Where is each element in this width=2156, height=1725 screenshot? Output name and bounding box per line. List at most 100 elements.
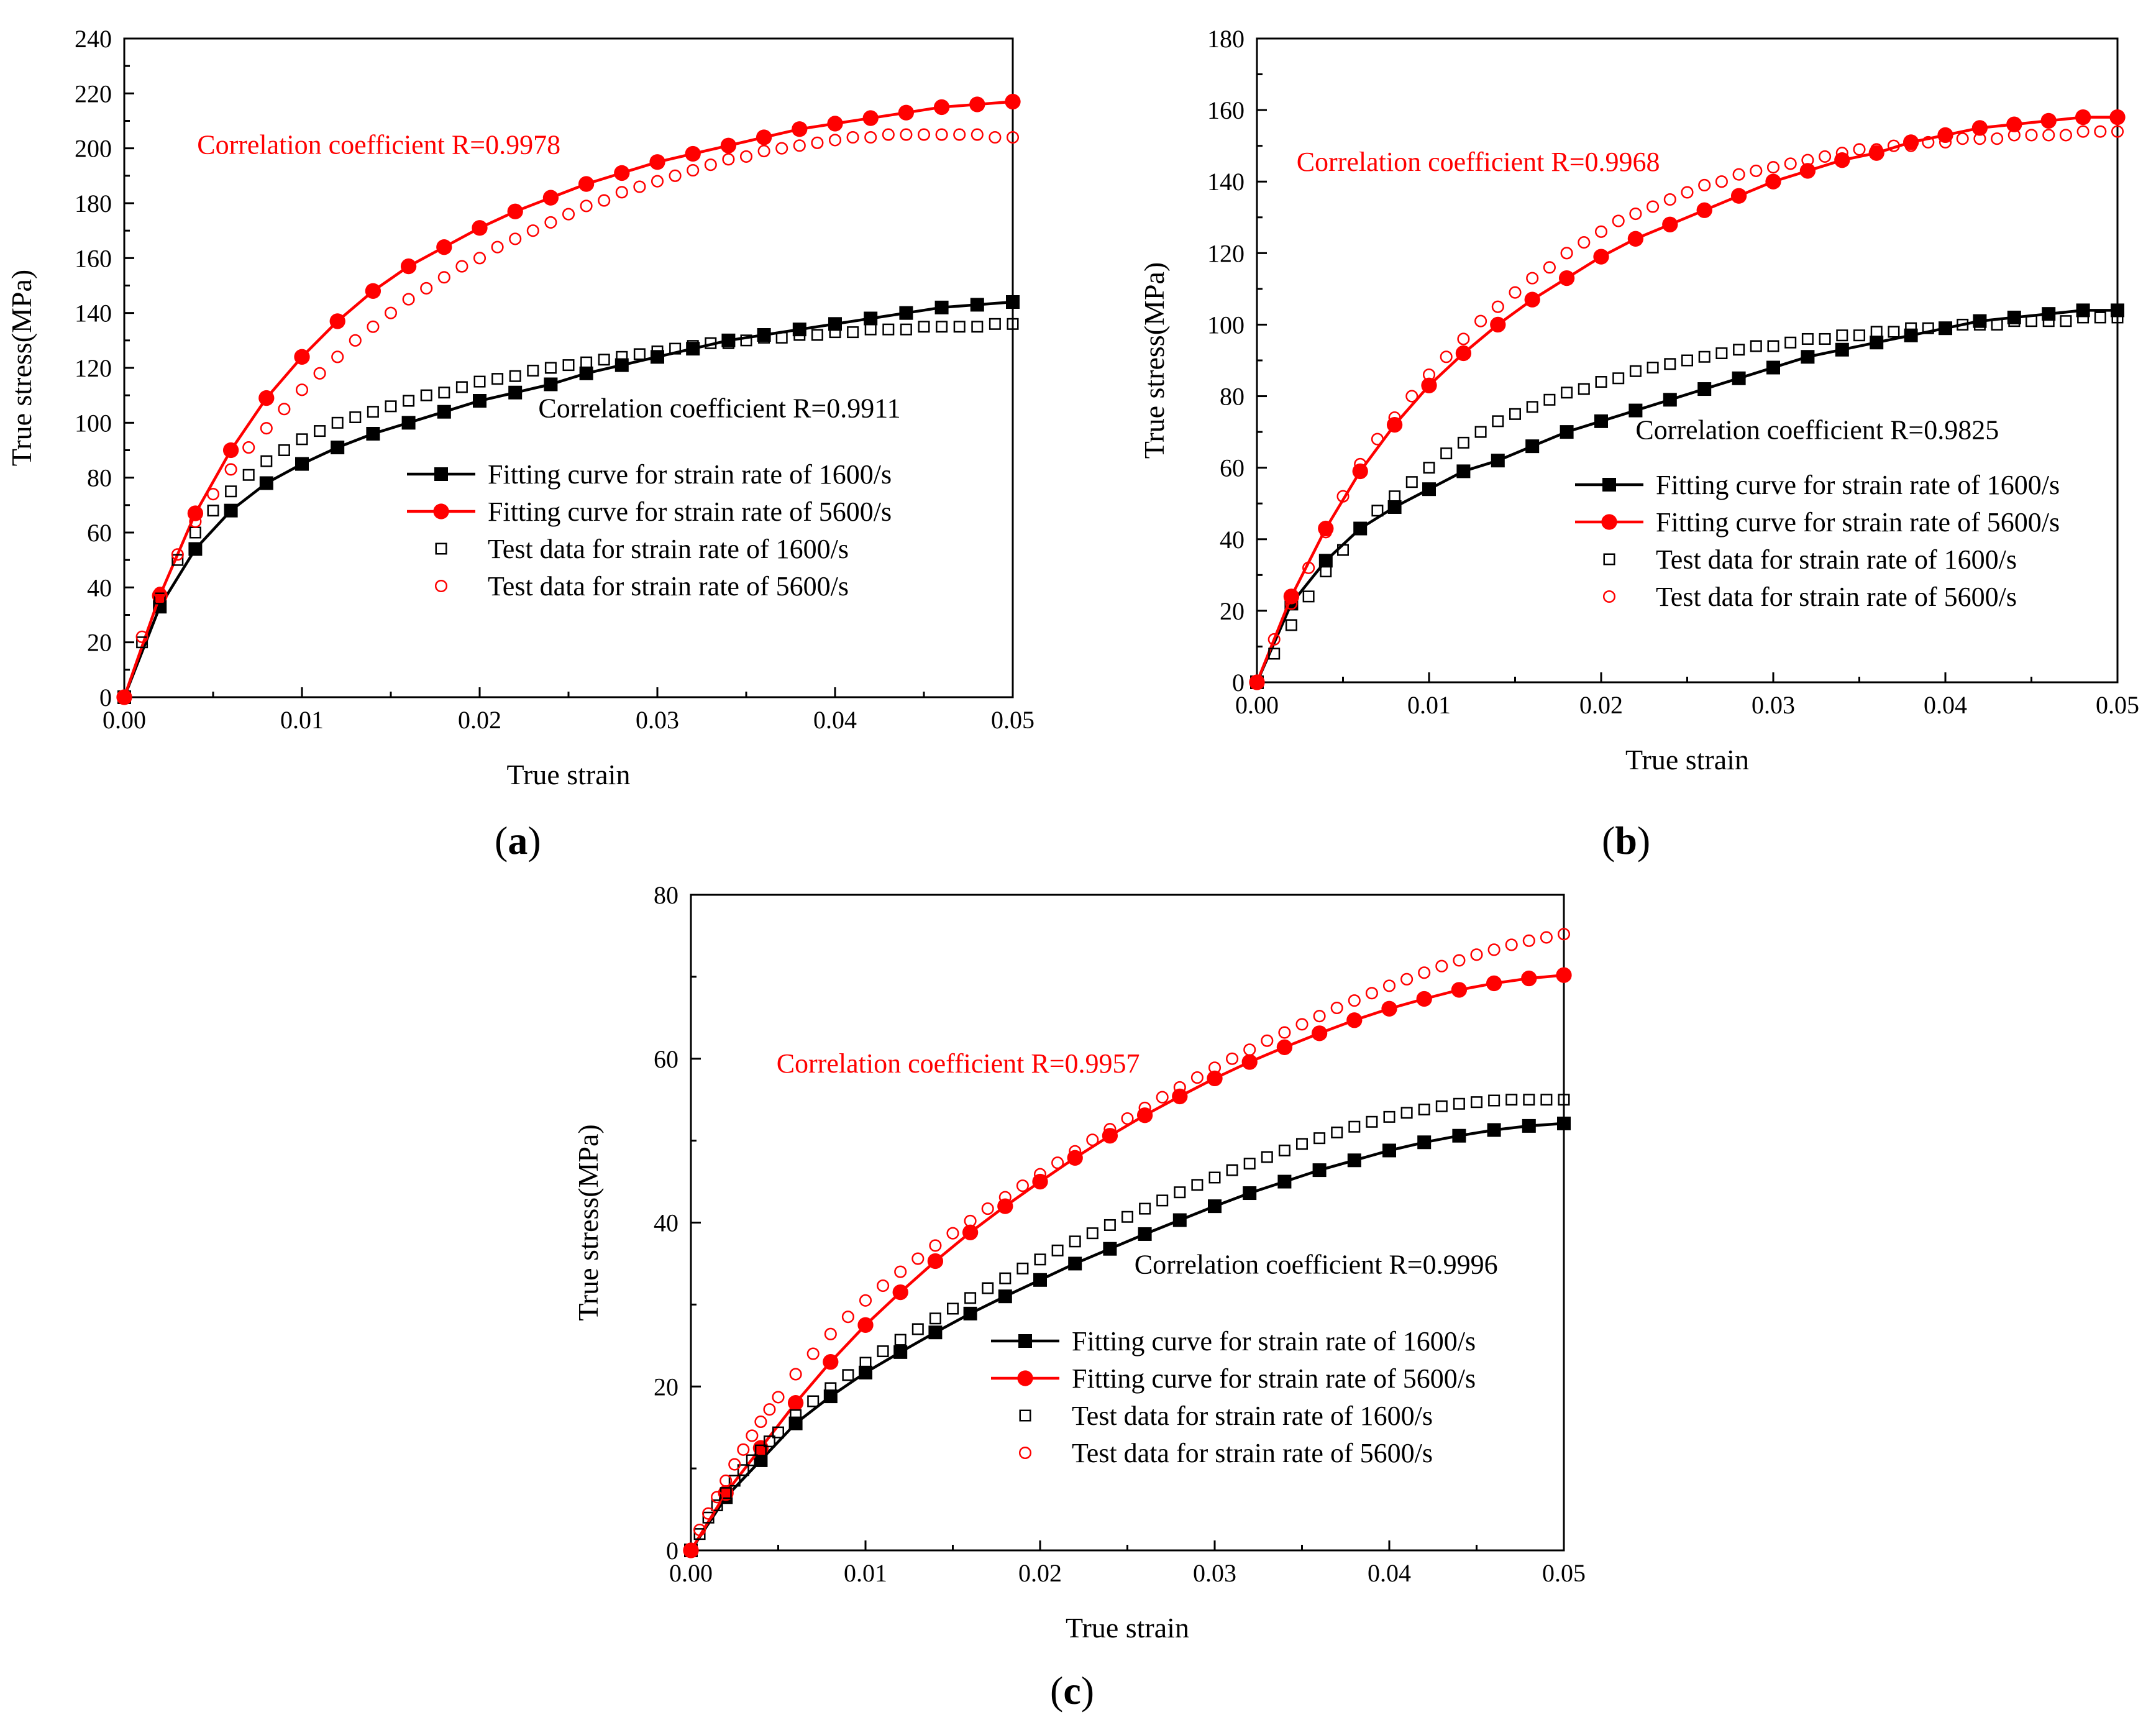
x-tick-label: 0.02 bbox=[1579, 691, 1623, 719]
data-point bbox=[1905, 322, 1917, 334]
data-point bbox=[1268, 633, 1281, 646]
data-point bbox=[918, 321, 930, 333]
data-point bbox=[278, 444, 290, 456]
data-point bbox=[806, 1347, 820, 1360]
data-point bbox=[1540, 931, 1553, 944]
plot-area bbox=[116, 93, 1021, 705]
x-tick-label: 0.04 bbox=[1368, 1559, 1411, 1587]
legend-marker bbox=[1017, 1370, 1033, 1386]
data-point bbox=[793, 139, 806, 152]
x-tick-label: 0.05 bbox=[2096, 691, 2139, 719]
data-point bbox=[1750, 164, 1763, 178]
legend-label: Test data for strain rate of 1600/s bbox=[488, 534, 849, 564]
data-point bbox=[2040, 112, 2057, 129]
data-point bbox=[824, 1327, 837, 1340]
x-tick-label: 0.05 bbox=[991, 706, 1035, 734]
data-point bbox=[509, 370, 521, 382]
legend-marker bbox=[1602, 478, 1616, 492]
data-point bbox=[1453, 954, 1466, 967]
y-tick-label: 40 bbox=[1220, 526, 1245, 554]
data-point bbox=[171, 554, 184, 566]
data-point bbox=[1558, 1094, 1570, 1106]
x-tick-label: 0.01 bbox=[844, 1559, 887, 1587]
data-point bbox=[1521, 970, 1537, 987]
data-point bbox=[999, 1272, 1012, 1284]
legend-marker bbox=[434, 467, 448, 481]
data-point bbox=[754, 1415, 767, 1429]
legend-marker bbox=[1603, 553, 1615, 565]
y-axis-label: True stress(MPa) bbox=[572, 1124, 604, 1320]
data-point bbox=[189, 515, 202, 528]
data-point bbox=[1750, 340, 1762, 352]
series-test_5600 bbox=[135, 128, 1020, 643]
data-point bbox=[1973, 318, 1986, 331]
data-point bbox=[917, 128, 931, 141]
x-tick-label: 0.03 bbox=[1193, 1559, 1236, 1587]
data-point bbox=[400, 258, 417, 275]
y-tick-label: 180 bbox=[75, 190, 112, 217]
data-point bbox=[1491, 454, 1505, 468]
data-point bbox=[1457, 332, 1470, 345]
data-point bbox=[1455, 345, 1472, 362]
data-point bbox=[687, 163, 700, 177]
data-point bbox=[1405, 476, 1418, 488]
data-point bbox=[1313, 1132, 1326, 1145]
data-point bbox=[1417, 1135, 1432, 1150]
data-point bbox=[1973, 314, 1987, 328]
data-point bbox=[877, 1345, 889, 1358]
data-point bbox=[437, 271, 450, 284]
data-point bbox=[1525, 439, 1540, 454]
data-point bbox=[278, 403, 291, 416]
data-point bbox=[385, 400, 397, 413]
data-point bbox=[1006, 295, 1020, 309]
data-point bbox=[1405, 390, 1418, 403]
data-point bbox=[1594, 414, 1608, 428]
data-point bbox=[1277, 1174, 1292, 1189]
data-point bbox=[314, 425, 326, 437]
data-point bbox=[224, 463, 237, 476]
y-tick-label: 160 bbox=[75, 244, 112, 272]
data-point bbox=[614, 165, 630, 181]
data-point bbox=[562, 359, 575, 372]
data-point bbox=[1557, 1116, 1571, 1130]
series-fit_5600 bbox=[1249, 109, 2126, 690]
correlation-annotation: Correlation coefficient R=0.9957 bbox=[777, 1048, 1140, 1079]
data-point bbox=[1973, 132, 1986, 145]
data-point bbox=[877, 1279, 890, 1293]
data-point bbox=[1835, 342, 1849, 357]
series-test_1600 bbox=[1268, 311, 2124, 660]
data-point bbox=[1069, 1145, 1082, 1158]
y-tick-label: 140 bbox=[1207, 168, 1245, 196]
data-point bbox=[859, 1357, 872, 1369]
data-point bbox=[693, 1523, 706, 1537]
series-fit_5600 bbox=[116, 93, 1021, 705]
data-point bbox=[1558, 270, 1575, 286]
data-point bbox=[1474, 426, 1487, 438]
data-point bbox=[1453, 1097, 1465, 1110]
data-point bbox=[1612, 214, 1625, 227]
data-point bbox=[1733, 344, 1745, 356]
y-tick-label: 200 bbox=[75, 135, 112, 163]
data-point bbox=[1208, 1061, 1222, 1074]
legend-label: Fitting curve for strain rate of 1600/s bbox=[1072, 1326, 1476, 1357]
data-point bbox=[1766, 360, 1780, 375]
legend-label: Test data for strain rate of 1600/s bbox=[1656, 544, 2017, 575]
data-point bbox=[756, 129, 772, 145]
data-point bbox=[1593, 249, 1609, 265]
data-point bbox=[1139, 1202, 1151, 1215]
data-point bbox=[1285, 597, 1298, 610]
x-tick-label: 0.02 bbox=[1018, 1559, 1062, 1587]
data-point bbox=[2094, 125, 2107, 138]
chart-a: 0 20 40 60 80 100 120 140 160 180 200 220 240 0.00 0.0… bbox=[6, 25, 1035, 790]
data-point bbox=[1870, 143, 1883, 156]
data-point bbox=[758, 331, 770, 344]
x-tick-label: 0.03 bbox=[636, 706, 679, 734]
data-point bbox=[2008, 129, 2021, 142]
data-point bbox=[1440, 447, 1453, 460]
y-tick-label: 0 bbox=[99, 684, 112, 712]
data-point bbox=[787, 1394, 804, 1411]
chart-b: 0 20 40 60 80 100 120 140 160 180 0.00 0.01 0.02 0.03… bbox=[1138, 25, 2139, 776]
data-point bbox=[963, 1306, 977, 1320]
data-point bbox=[296, 433, 308, 446]
y-tick-label: 40 bbox=[87, 574, 112, 602]
